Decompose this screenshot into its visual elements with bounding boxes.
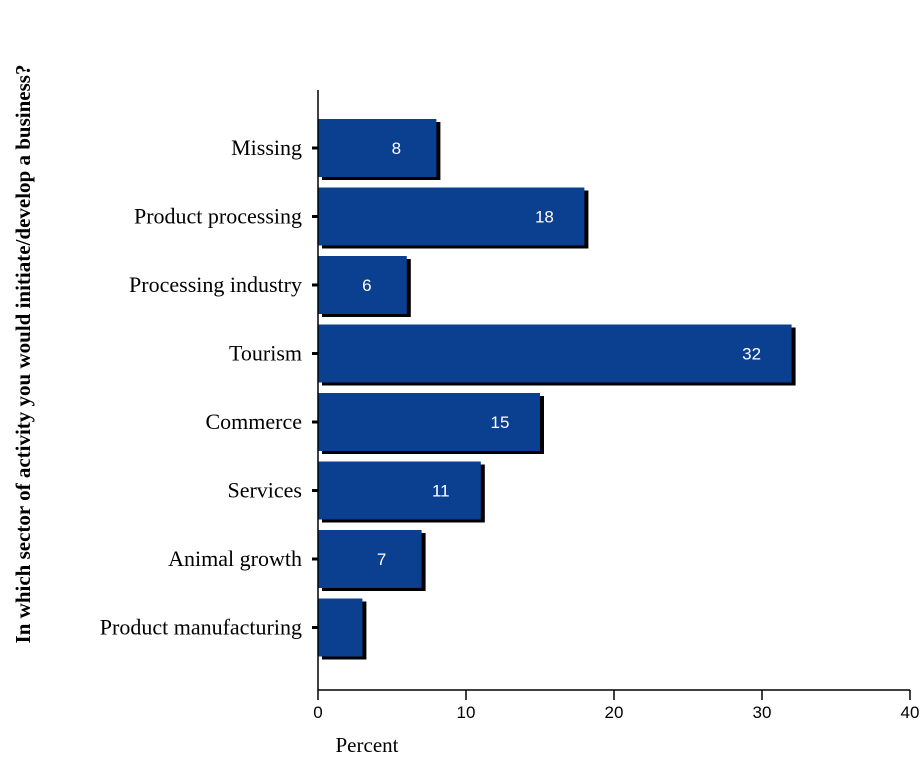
bar-product-manufacturing — [318, 598, 363, 657]
x-tick-label: 0 — [313, 703, 322, 722]
category-labels-group: Missing Product processing Processing indu… — [100, 135, 302, 640]
bar-tourism — [318, 324, 792, 383]
x-tick-label: 30 — [753, 703, 772, 722]
y-axis-title: In which sector of activity you would in… — [11, 65, 35, 644]
value-label: 11 — [432, 482, 450, 501]
category-label: Animal growth — [168, 546, 302, 571]
bar-commerce — [318, 393, 540, 451]
bar-missing — [318, 119, 437, 177]
bar-animal-growth — [318, 530, 422, 588]
category-label: Tourism — [229, 341, 302, 366]
category-label: Product manufacturing — [100, 615, 302, 640]
value-label: 6 — [362, 276, 371, 295]
category-label: Missing — [231, 135, 302, 160]
value-label: 8 — [392, 139, 401, 158]
value-labels-group: 8 18 6 32 15 11 7 — [362, 139, 761, 569]
category-label: Product processing — [134, 204, 302, 229]
y-ticks-group — [312, 146, 318, 629]
x-tick-label: 10 — [457, 703, 476, 722]
x-ticks-group: 0 10 20 30 40 — [313, 690, 919, 722]
category-label: Processing industry — [129, 272, 302, 297]
bar-services — [318, 461, 481, 520]
bar-product-processing — [318, 187, 585, 246]
x-tick-label: 20 — [605, 703, 624, 722]
value-label: 7 — [377, 550, 386, 569]
bars-group — [318, 119, 796, 660]
x-tick-label: 40 — [901, 703, 920, 722]
y-axis-title-group: In which sector of activity you would in… — [11, 65, 35, 644]
value-label: 18 — [535, 208, 554, 227]
category-label: Services — [227, 478, 302, 503]
value-label: 15 — [491, 413, 510, 432]
x-axis-title: Percent — [336, 733, 399, 757]
value-label: 32 — [742, 345, 761, 364]
bar-processing-industry — [318, 256, 407, 314]
category-label: Commerce — [205, 409, 302, 434]
